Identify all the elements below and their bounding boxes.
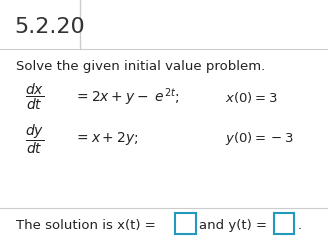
Text: $= x + 2y$;: $= x + 2y$; (74, 130, 138, 148)
Text: $\dfrac{dy}{dt}$: $\dfrac{dy}{dt}$ (25, 122, 44, 156)
Text: and y(t) =: and y(t) = (199, 219, 267, 231)
Text: $x(0) = 3$: $x(0) = 3$ (225, 90, 277, 105)
Text: .: . (297, 219, 302, 231)
Text: $y(0) = -3$: $y(0) = -3$ (225, 130, 294, 148)
FancyBboxPatch shape (274, 213, 294, 234)
Text: 5.2.20: 5.2.20 (15, 17, 86, 37)
Text: The solution is x(t) =: The solution is x(t) = (16, 219, 156, 231)
Text: $\dfrac{dx}{dt}$: $\dfrac{dx}{dt}$ (25, 82, 44, 112)
Text: $= 2x + y -\ e^{2t}$;: $= 2x + y -\ e^{2t}$; (74, 86, 179, 108)
Text: Solve the given initial value problem.: Solve the given initial value problem. (16, 60, 266, 73)
FancyBboxPatch shape (175, 213, 196, 234)
